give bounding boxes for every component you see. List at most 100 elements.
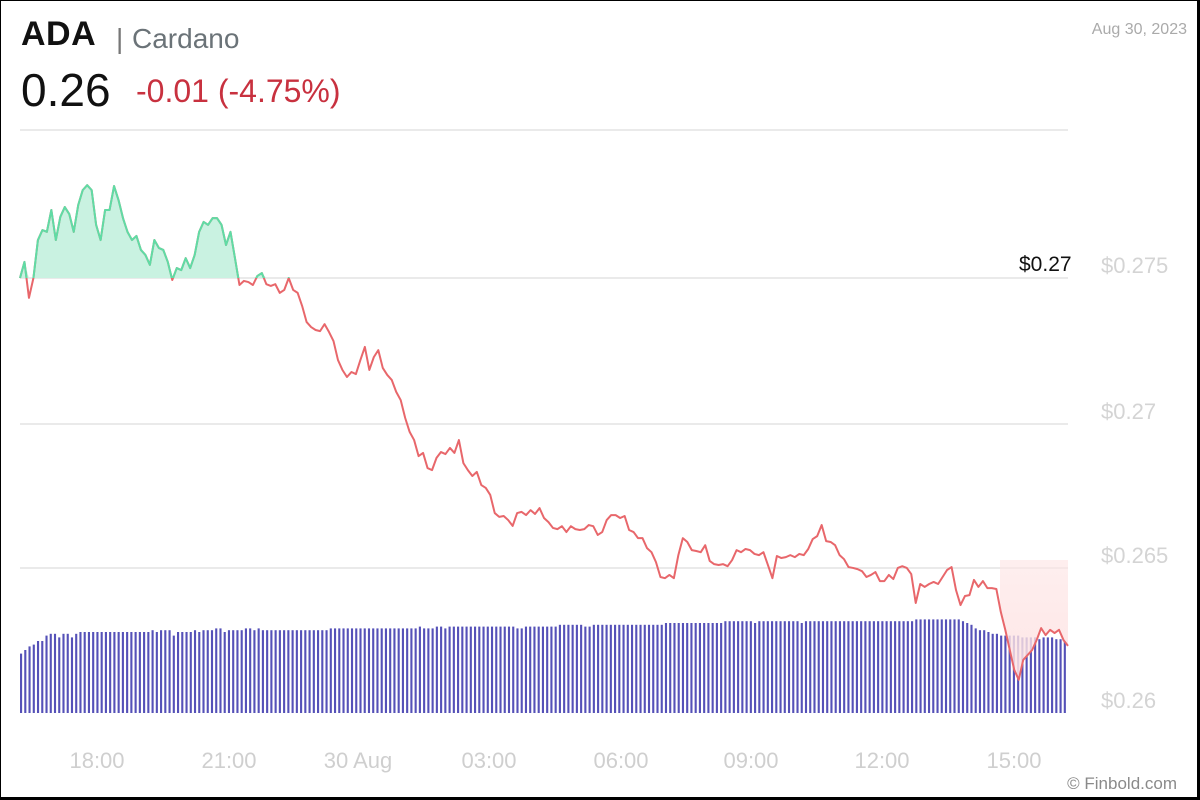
volume-bar bbox=[495, 626, 498, 713]
volume-bar bbox=[783, 621, 786, 713]
volume-bar bbox=[143, 632, 146, 713]
volume-bar bbox=[885, 621, 888, 713]
y-tick-label: $0.275 bbox=[1101, 253, 1169, 278]
volume-bar bbox=[923, 619, 926, 713]
volume-bar bbox=[1025, 637, 1028, 713]
asset-name: Cardano bbox=[132, 23, 240, 54]
volume-bar bbox=[537, 626, 540, 713]
volume-bar bbox=[45, 635, 48, 713]
volume-bar bbox=[817, 621, 820, 713]
volume-bar bbox=[868, 621, 871, 713]
volume-bar bbox=[198, 632, 201, 713]
volume-bar bbox=[372, 628, 375, 713]
volume-bar bbox=[635, 624, 638, 713]
volume-bar bbox=[232, 630, 235, 713]
volume-bar bbox=[966, 623, 969, 713]
volume-bar bbox=[342, 628, 345, 713]
volume-bar bbox=[244, 628, 247, 713]
volume-bar bbox=[940, 619, 943, 713]
volume-bar bbox=[117, 632, 120, 713]
volume-bar bbox=[457, 626, 460, 713]
volume-bar bbox=[614, 624, 617, 713]
volume-bar bbox=[325, 630, 328, 713]
volume-bar bbox=[473, 626, 477, 713]
volume-bar bbox=[1059, 639, 1062, 713]
volume-bar bbox=[550, 626, 553, 713]
volume-bar bbox=[524, 626, 528, 713]
volume-bar bbox=[261, 630, 264, 713]
volume-bar bbox=[100, 632, 103, 713]
volume-bar bbox=[851, 621, 854, 713]
volume-bar bbox=[838, 621, 842, 713]
volume-bar bbox=[397, 628, 400, 713]
volume-bar bbox=[215, 628, 218, 713]
volume-bar bbox=[775, 621, 778, 713]
volume-bar bbox=[656, 624, 659, 713]
volume-bar bbox=[304, 630, 307, 713]
volume-bar bbox=[58, 637, 61, 713]
volume-bar bbox=[308, 630, 311, 713]
volume-bar bbox=[787, 621, 791, 713]
volume-bar bbox=[503, 626, 506, 713]
volume-bar bbox=[1046, 637, 1049, 713]
volume-bar bbox=[630, 624, 634, 713]
volume-bar bbox=[877, 621, 880, 713]
volume-bar bbox=[172, 635, 175, 713]
x-tick-label: 12:00 bbox=[854, 748, 910, 773]
volume-bar bbox=[1038, 639, 1041, 713]
volume-bar bbox=[465, 626, 468, 713]
volume-bar bbox=[720, 623, 723, 713]
volume-bar bbox=[618, 624, 621, 713]
volume-bar bbox=[79, 632, 82, 713]
volume-bar bbox=[1042, 637, 1045, 713]
volume-bar bbox=[715, 623, 718, 713]
volume-bar bbox=[435, 626, 438, 713]
volume-bar bbox=[376, 628, 379, 713]
volume-bar bbox=[41, 641, 44, 713]
volume-bar bbox=[834, 621, 837, 713]
loss-area bbox=[1000, 560, 1068, 680]
volume-bar bbox=[592, 624, 595, 713]
volume-bar bbox=[843, 621, 846, 713]
volume-bar bbox=[957, 619, 960, 713]
volume-bar bbox=[155, 632, 158, 713]
x-tick-label: 18:00 bbox=[69, 748, 125, 773]
volume-bar bbox=[520, 628, 523, 713]
volume-bar bbox=[423, 628, 426, 713]
volume-bar bbox=[49, 633, 52, 713]
volume-bar bbox=[83, 632, 86, 713]
volume-bar bbox=[176, 632, 180, 713]
volume-bar bbox=[732, 621, 735, 713]
volume-bar bbox=[949, 619, 952, 713]
volume-bar bbox=[274, 630, 277, 713]
volume-bar bbox=[571, 624, 574, 713]
volume-bar bbox=[389, 628, 392, 713]
volume-bar bbox=[333, 628, 337, 713]
volume-bar bbox=[813, 621, 816, 713]
volume-bar bbox=[906, 621, 909, 713]
volume-bar bbox=[291, 630, 294, 713]
volume-bar bbox=[804, 621, 808, 713]
volume-bar bbox=[300, 630, 303, 713]
volume-bar bbox=[393, 628, 396, 713]
volume-bar bbox=[809, 621, 812, 713]
volume-bar bbox=[499, 626, 502, 713]
volume-bar bbox=[461, 626, 464, 713]
volume-bar bbox=[639, 624, 642, 713]
volume-bar bbox=[20, 653, 23, 713]
volume-bar bbox=[96, 632, 99, 713]
volume-bar bbox=[384, 628, 388, 713]
y-tick-label: $0.265 bbox=[1101, 543, 1169, 568]
volume-bar bbox=[317, 630, 320, 713]
volume-bar bbox=[694, 623, 697, 713]
volume-bar bbox=[792, 621, 795, 713]
volume-bar bbox=[643, 624, 646, 713]
volume-bar bbox=[766, 621, 769, 713]
volume-bar bbox=[482, 626, 485, 713]
volume-bar bbox=[1029, 637, 1032, 713]
volume-bar bbox=[431, 628, 434, 713]
volume-bar bbox=[588, 626, 591, 713]
volume-bar bbox=[444, 628, 447, 713]
price-line bbox=[19, 184, 1069, 681]
